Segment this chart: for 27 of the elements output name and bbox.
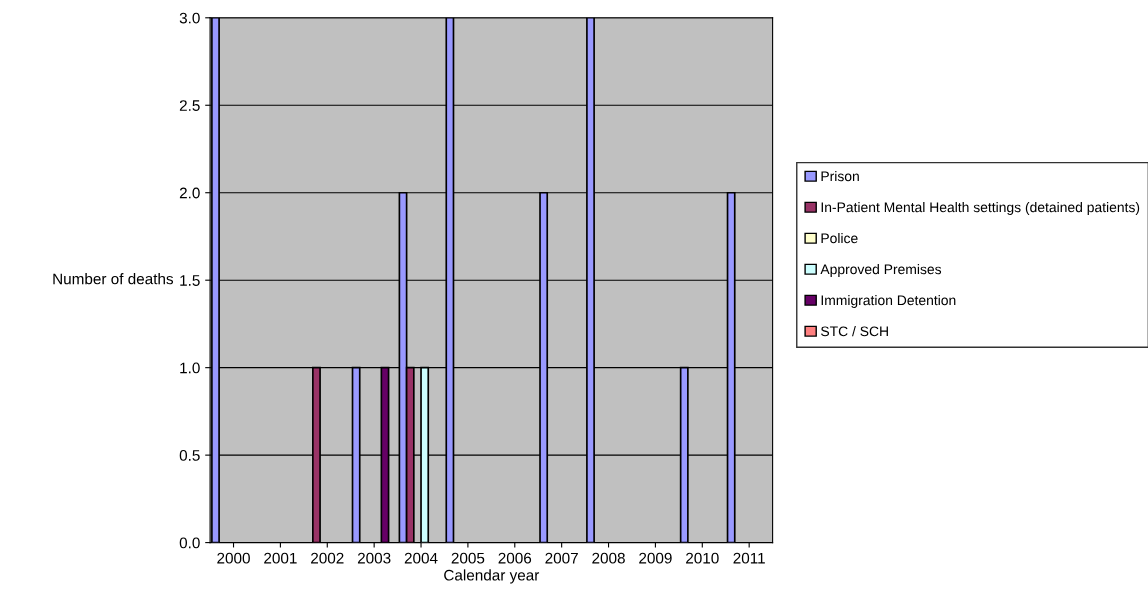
- y-tick-label: 2.5: [179, 100, 200, 111]
- x-tick-label: 2005: [451, 552, 485, 564]
- y-axis-title: Number of deaths: [53, 273, 174, 285]
- legend-label: Immigration Detention: [821, 295, 956, 308]
- x-tick-label: 2006: [498, 552, 532, 564]
- legend-label: Police: [821, 233, 858, 244]
- x-tick-label: 2004: [404, 552, 438, 564]
- x-tick-label: 2002: [311, 552, 344, 564]
- y-tick-label: 1.5: [180, 275, 200, 286]
- x-tick-label: 2010: [686, 552, 719, 564]
- legend-label: Approved Premises: [820, 264, 942, 277]
- x-axis-title: Calendar year: [444, 569, 540, 584]
- x-tick-label: 2003: [357, 552, 391, 564]
- x-tick-label: 2008: [592, 552, 625, 564]
- legend-label: Prison: [821, 171, 859, 182]
- x-tick-label: 2007: [545, 552, 578, 564]
- y-tick-label: 3.0: [179, 12, 200, 24]
- x-tick-label: 2001: [264, 552, 297, 564]
- x-tick-label: 2009: [639, 552, 672, 564]
- y-tick-label: 0.5: [179, 450, 200, 461]
- x-tick-label: 2011: [733, 552, 765, 564]
- x-tick-label: 2000: [217, 552, 250, 564]
- legend-label: In-Patient Mental Health settings (detained patients): [821, 202, 1140, 215]
- y-tick-label: 2.0: [179, 187, 200, 199]
- y-tick-label: 0.0: [179, 537, 200, 549]
- y-tick-label: 1.0: [180, 362, 200, 374]
- legend-label: STC / SCH: [821, 326, 888, 337]
